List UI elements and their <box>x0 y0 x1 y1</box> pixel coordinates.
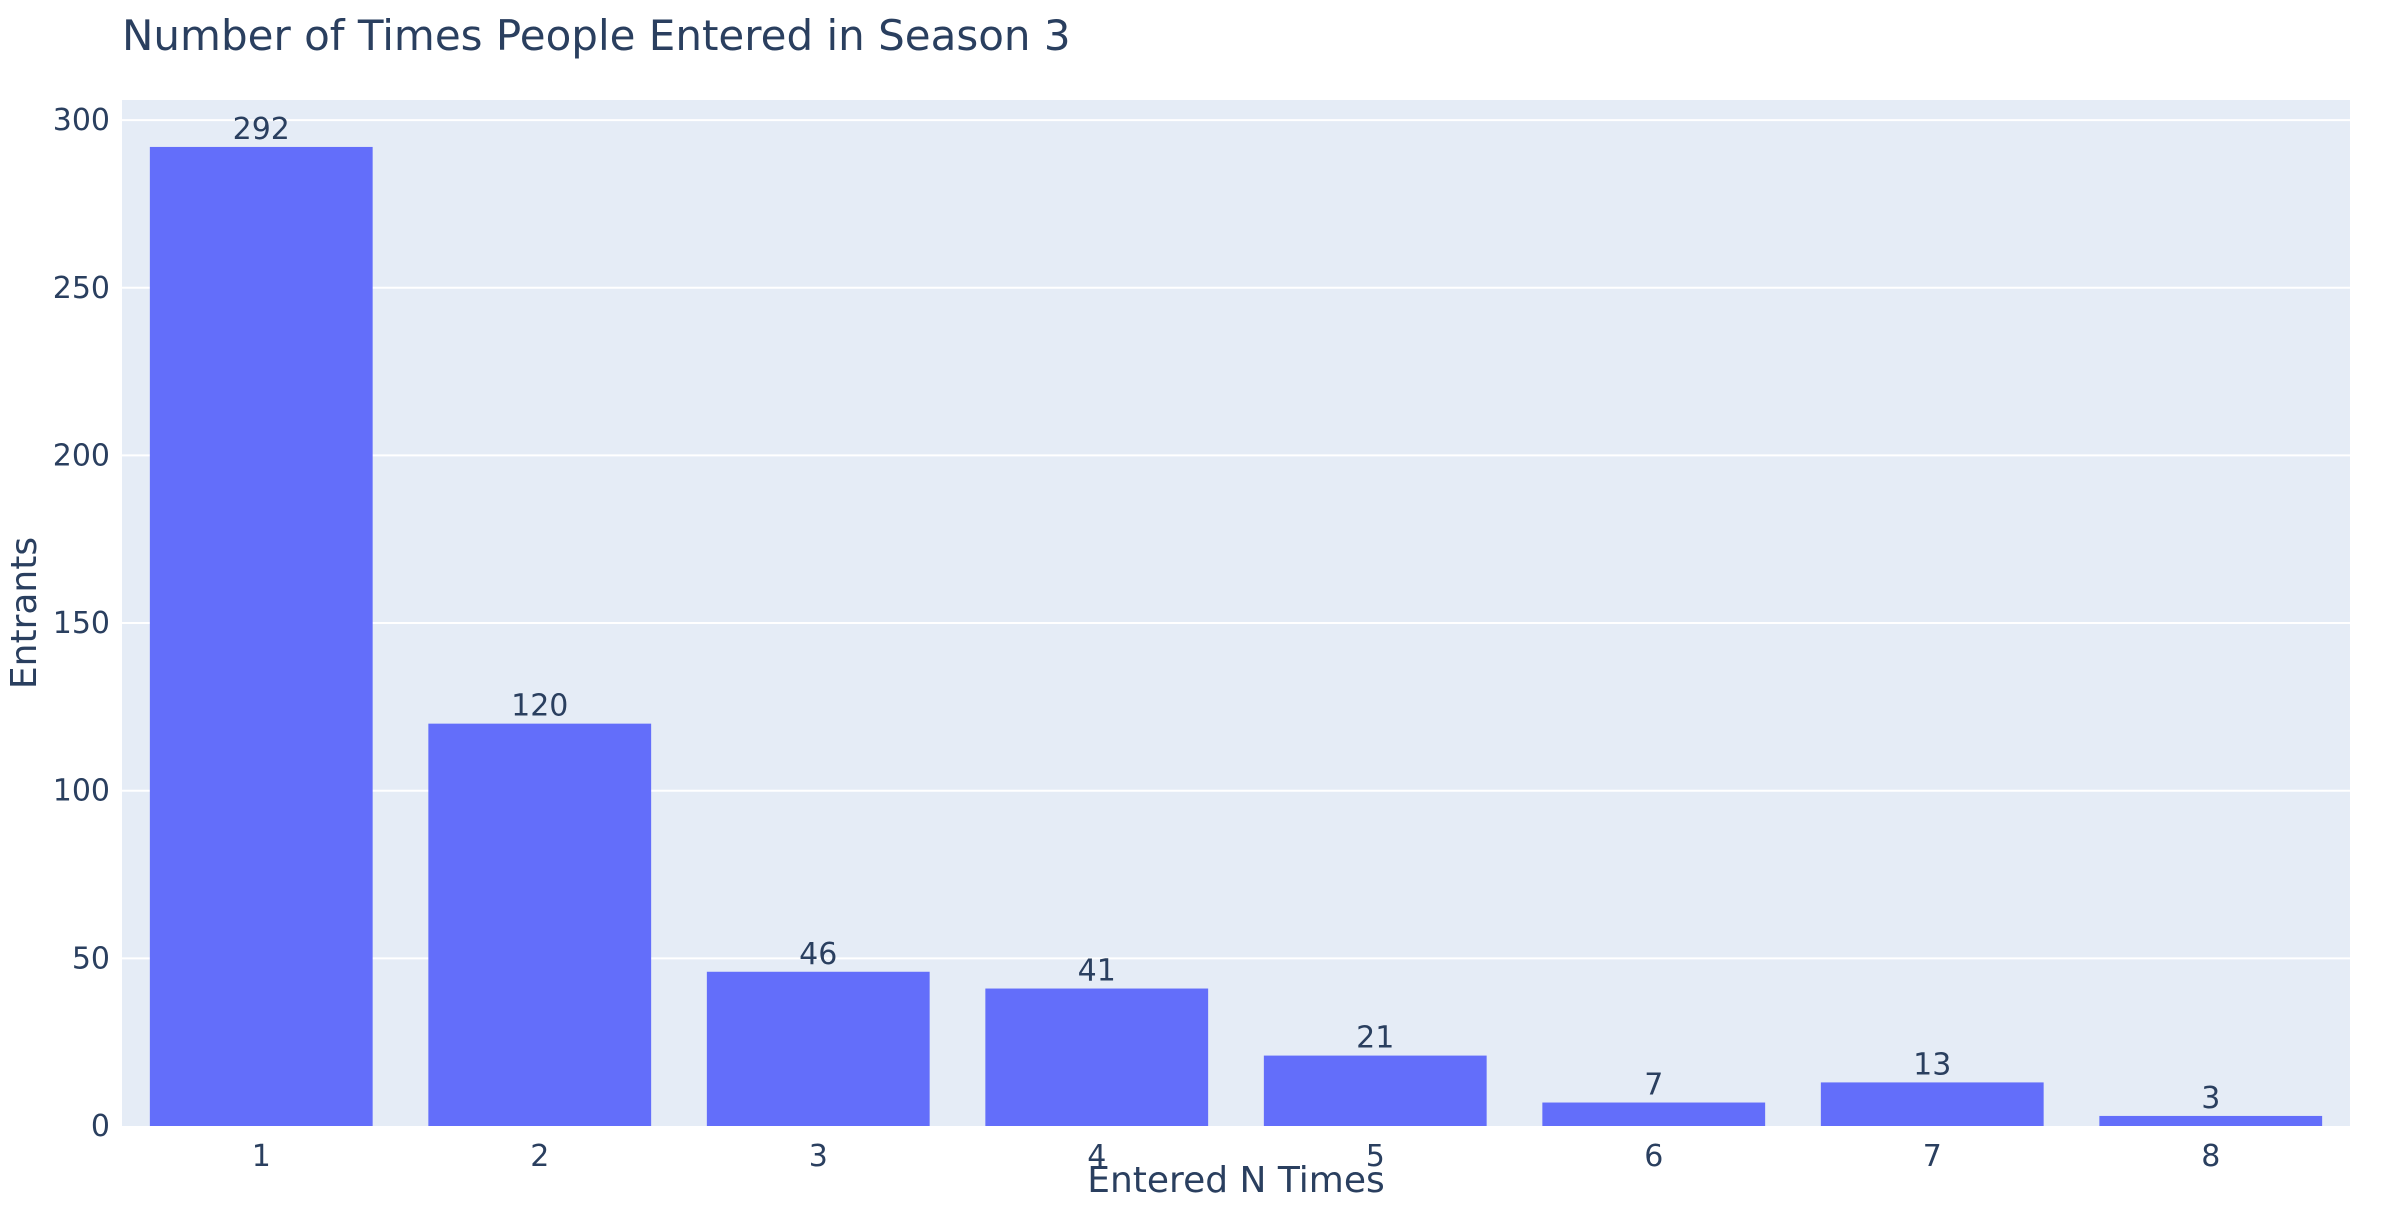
x-axis-title: Entered N Times <box>1087 1160 1385 1200</box>
bar-value-label: 13 <box>1913 1047 1951 1082</box>
bar <box>706 971 930 1126</box>
bar <box>1263 1055 1487 1126</box>
y-tick-label: 300 <box>53 103 110 138</box>
bars <box>149 146 2323 1127</box>
y-tick-label: 100 <box>53 774 110 809</box>
x-tick-label: 2 <box>530 1139 549 1174</box>
x-tick-label: 1 <box>252 1139 271 1174</box>
bar <box>985 988 1209 1126</box>
y-tick-label: 200 <box>53 438 110 473</box>
x-tick-label: 4 <box>1087 1139 1106 1174</box>
chart-title: Number of Times People Entered in Season… <box>122 11 1071 60</box>
y-tick-label: 150 <box>53 606 110 641</box>
data-labels: 292 120 46 41 21 7 13 3 <box>233 112 2221 1116</box>
bar-value-label: 41 <box>1078 954 1116 989</box>
x-tick-label: 8 <box>2201 1139 2220 1174</box>
bar <box>1820 1082 2044 1126</box>
bar-value-label: 21 <box>1356 1021 1394 1056</box>
y-axis-title: Entrants <box>4 537 45 689</box>
bar <box>1542 1102 1766 1126</box>
y-tick-label: 50 <box>72 941 110 976</box>
y-tick-label: 0 <box>91 1109 110 1144</box>
bar-value-label: 7 <box>1644 1068 1663 1103</box>
x-axis-ticks: 1 2 3 4 5 6 7 8 <box>252 1139 2221 1174</box>
bar-value-label: 292 <box>233 112 290 147</box>
bar-value-label: 120 <box>511 689 568 724</box>
x-tick-label: 3 <box>809 1139 828 1174</box>
x-tick-label: 6 <box>1644 1139 1663 1174</box>
bar-value-label: 46 <box>799 937 837 972</box>
bar <box>428 723 652 1126</box>
bar-value-label: 3 <box>2201 1081 2220 1116</box>
bar <box>149 146 373 1127</box>
bar <box>2099 1115 2323 1126</box>
y-axis-ticks: 0 50 100 150 200 250 300 <box>53 103 110 1144</box>
x-tick-label: 7 <box>1923 1139 1942 1174</box>
x-tick-label: 5 <box>1366 1139 1385 1174</box>
y-tick-label: 250 <box>53 271 110 306</box>
